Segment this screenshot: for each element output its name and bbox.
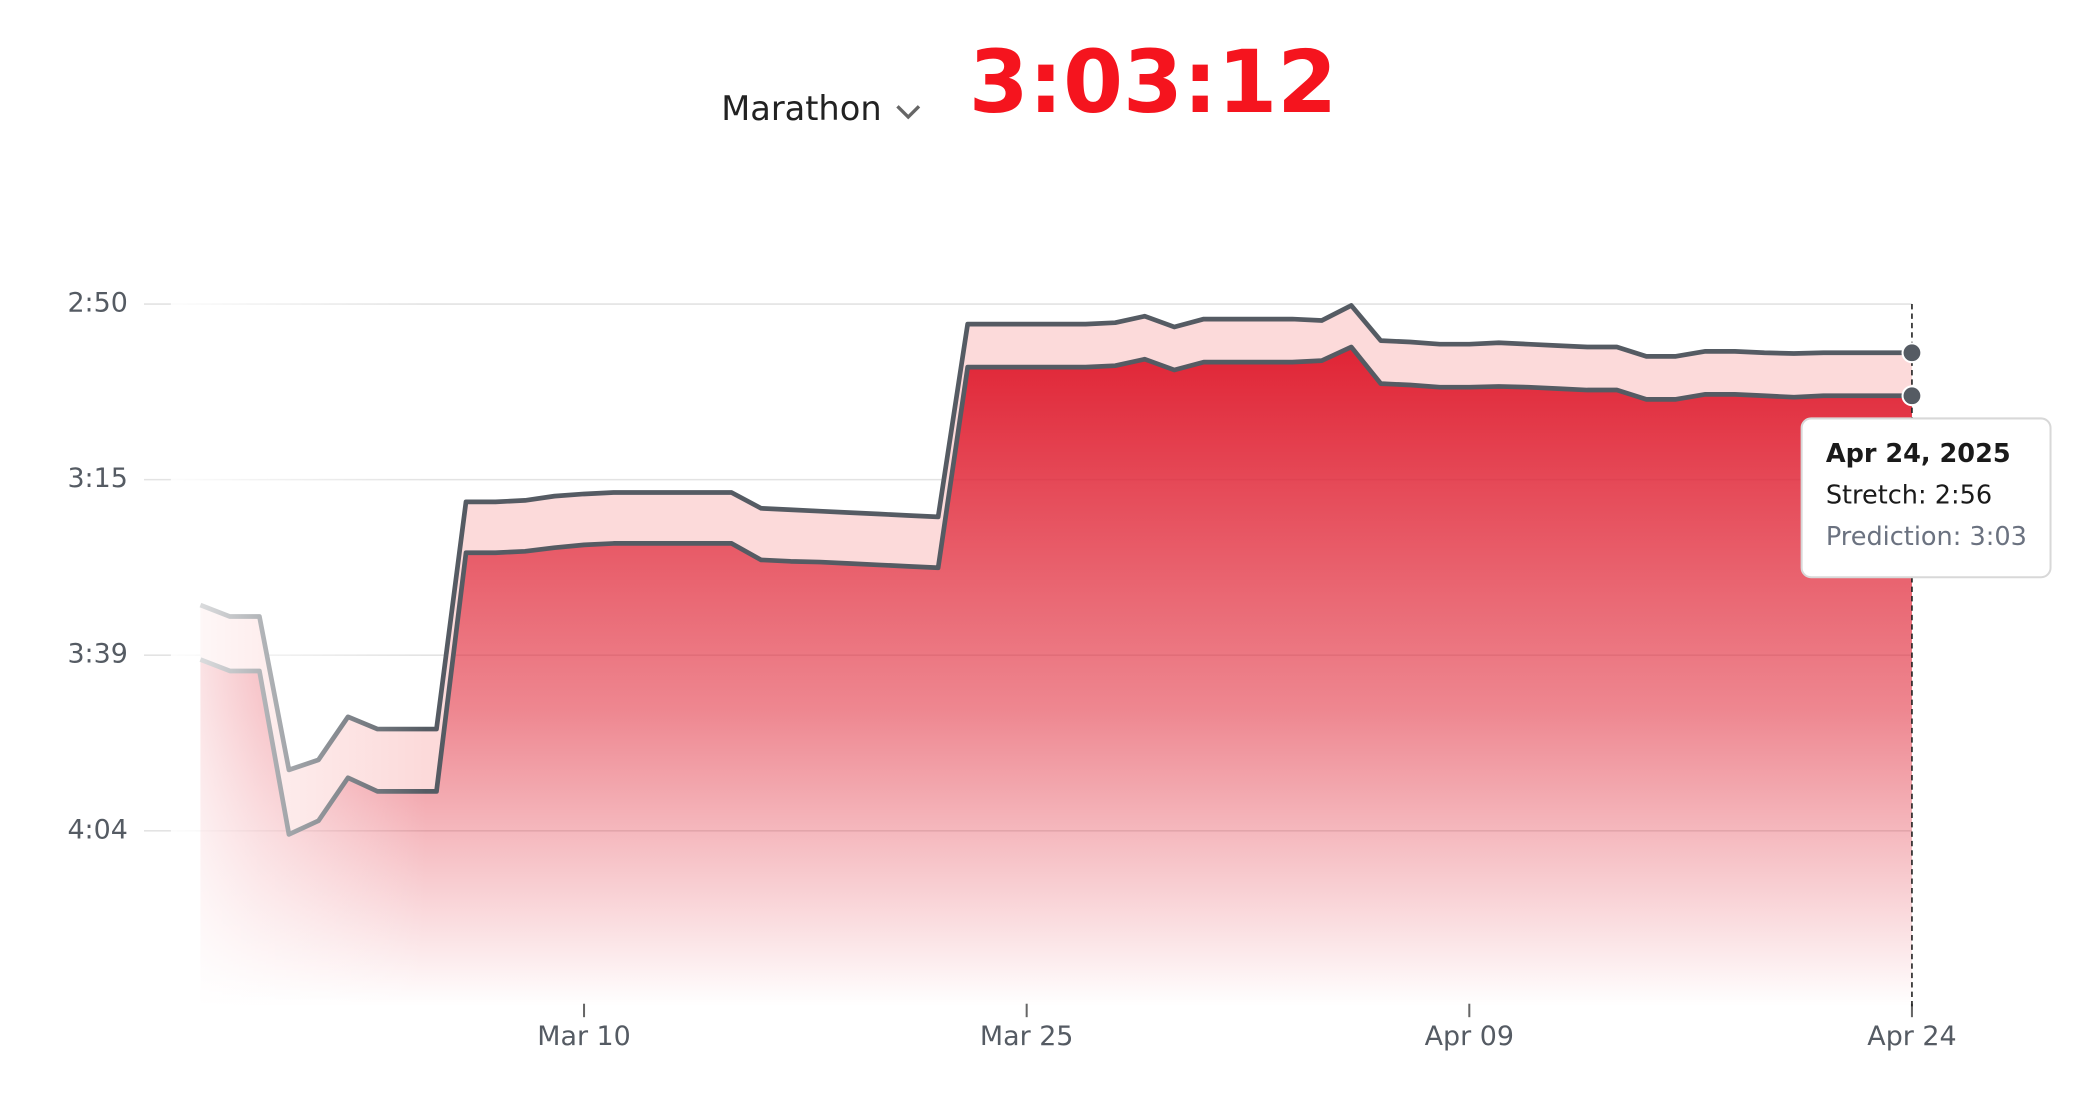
plot: 2:50 3:15 3:39 4:04 Mar 10 Mar 25 Apr 09 Apr 24 bbox=[67, 178, 1957, 1052]
predicted-time: 3:03:12 bbox=[969, 33, 1337, 133]
series-line bbox=[199, 344, 1912, 837]
y-tick-label: 3:15 bbox=[67, 463, 127, 494]
series-line bbox=[199, 303, 1912, 773]
x-tick-label: Mar 25 bbox=[980, 1021, 1074, 1052]
hover-point bbox=[1901, 342, 1923, 364]
prediction-area bbox=[200, 347, 1912, 1007]
tooltip-stretch: Stretch: 2:56 bbox=[1826, 480, 1992, 510]
tooltip-box bbox=[1800, 417, 2052, 579]
x-tick-label: Apr 24 bbox=[1867, 1021, 1956, 1052]
x-tick-label: Apr 09 bbox=[1425, 1021, 1514, 1052]
left-fade bbox=[170, 178, 427, 1007]
y-tick-label: 3:39 bbox=[67, 639, 127, 670]
race-selector[interactable]: Marathon bbox=[721, 89, 881, 128]
y-tick-label: 4:04 bbox=[67, 814, 127, 845]
y-tick-label: 2:50 bbox=[67, 288, 127, 319]
tooltip-date: Apr 24, 2025 bbox=[1826, 439, 2011, 469]
hover-point bbox=[1901, 385, 1923, 407]
tooltip: Apr 24, 2025 Stretch: 2:56 Prediction: 3… bbox=[1800, 417, 2052, 579]
x-tick-label: Mar 10 bbox=[537, 1021, 631, 1052]
dropdown-chevron[interactable] bbox=[896, 105, 921, 120]
tooltip-prediction: Prediction: 3:03 bbox=[1826, 522, 2027, 552]
